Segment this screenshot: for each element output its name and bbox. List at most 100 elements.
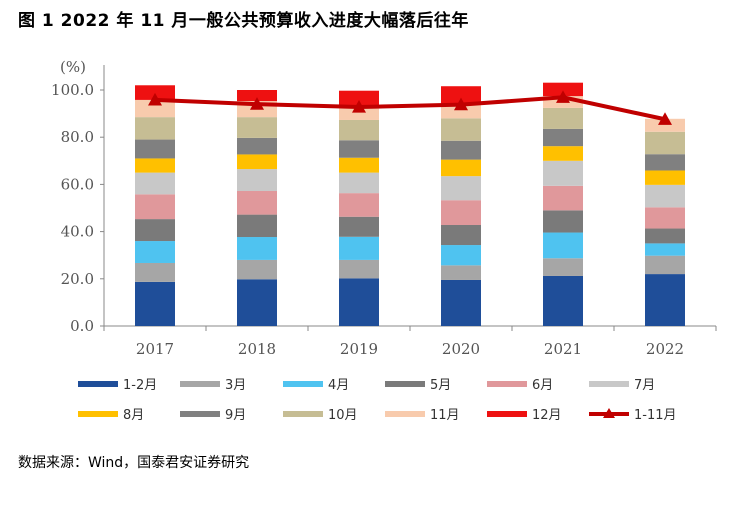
bar-segment [441,118,481,141]
legend-swatch [589,381,629,387]
legend-label: 6月 [532,378,553,393]
bar-segment [645,228,685,244]
x-tick-label: 2021 [544,340,582,358]
legend-label: 11月 [430,408,460,423]
legend-swatch [78,381,118,387]
x-tick-label: 2020 [442,340,480,358]
bar-segment [135,85,175,100]
bar-segment [135,158,175,173]
legend-label: 1-11月 [634,408,677,423]
line-point [148,92,162,106]
y-tick-label: 0.0 [70,317,94,335]
legend-swatch [283,411,323,417]
bar-segment [645,207,685,229]
legend-swatch [385,381,425,387]
bar-segment [237,154,277,170]
bars [135,82,685,326]
x-tick-label: 2017 [136,340,174,358]
axes: 0.0 20.0 40.0 60.0 80.0 100.0 2017 2018 2019 2020… [51,65,717,358]
bar-segment [645,255,685,275]
y-tick-label: 80.0 [61,128,94,146]
bar-segment [441,279,481,326]
bar-segment [135,139,175,159]
bar-segment [339,105,379,120]
bar-segment [339,157,379,173]
bar-segment [339,259,379,279]
bar-segment [339,216,379,237]
bar-segment [237,90,277,102]
legend-label: 4月 [328,378,349,393]
bar-segment [135,194,175,220]
bar-segment [441,103,481,119]
x-tick-label: 2018 [238,340,276,358]
y-tick-label: 60.0 [61,175,94,193]
bar-segment [645,154,685,171]
bar-segment [543,185,583,211]
bar-segment [645,184,685,208]
bar-segment [237,214,277,238]
bar-segment [543,128,583,147]
data-source: 数据来源：Wind，国泰君安证券研究 [18,455,250,471]
bar-segment [441,200,481,225]
legend-swatch [180,411,220,417]
legend-label: 12月 [532,408,562,423]
bar-segment [645,243,685,256]
bar-segment [339,278,379,326]
bar-segment [543,258,583,276]
bar-segment [441,140,481,160]
line-series [148,90,672,125]
chart-title: 图 1 2022 年 11 月一般公共预算收入进度大幅落后往年 [18,11,469,31]
x-tick-label: 2022 [646,340,684,358]
bar-segment [645,170,685,185]
bar-segment [441,86,481,104]
bar-segment [135,281,175,326]
legend-swatch [487,381,527,387]
legend-label: 1-2月 [123,378,157,393]
bar-segment [339,119,379,141]
legend-label: 8月 [123,408,144,423]
legend-swatch [180,381,220,387]
bar-segment [237,169,277,192]
bar-segment [135,219,175,242]
bar-segment [543,275,583,326]
legend-swatch [283,381,323,387]
legend-label: 3月 [225,378,246,393]
bar-segment [543,107,583,129]
line-path [154,95,666,122]
bar-segment [441,245,481,266]
bar-segment [339,236,379,260]
legend: 1-2月 3月 4月 5月 6月 7月 8月 9月 10月 11月 12月 1-11月 [78,378,677,423]
line-point [352,99,366,113]
bar-segment [237,279,277,326]
bar-segment [543,210,583,233]
bar-segment [237,259,277,280]
legend-label: 7月 [634,378,655,393]
legend-swatch [385,411,425,417]
legend-label: 10月 [328,408,358,423]
bar-segment [645,131,685,155]
y-tick-label: 40.0 [61,223,94,241]
bar-segment [645,118,685,132]
bar-segment [543,232,583,259]
bar-segment [135,117,175,140]
bar-segment [441,224,481,246]
y-tick-label: 100.0 [51,81,94,99]
bar-segment [339,193,379,217]
bar-segment [543,160,583,186]
legend-label: 5月 [430,378,451,393]
y-axis-label: (%) [60,58,86,76]
line-point [250,97,264,110]
bar-segment [135,99,175,118]
bar-segment [339,90,379,106]
bar-segment [441,159,481,177]
bar-segment [135,262,175,282]
y-tick-label: 20.0 [61,270,94,288]
legend-label: 9月 [225,408,246,423]
bar-segment [135,241,175,263]
bar-segment [543,146,583,161]
bar-segment [339,140,379,158]
line-point [454,97,468,111]
x-tick-label: 2019 [340,340,378,358]
bar-segment [543,82,583,97]
